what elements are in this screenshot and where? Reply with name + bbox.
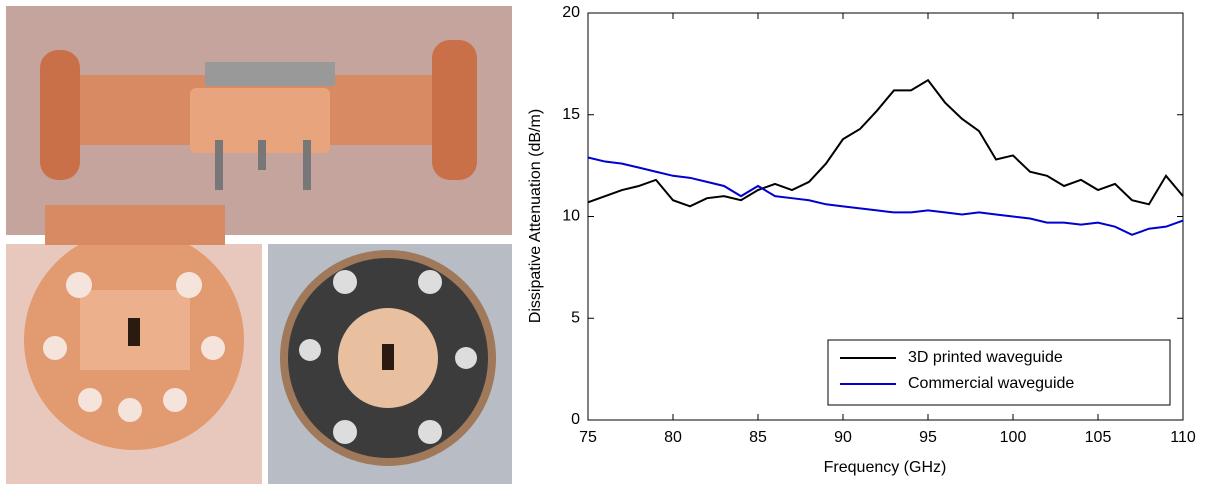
x-tick-label: 95 [919,429,937,446]
legend-box [827,339,1171,406]
x-tick-label: 90 [834,429,852,446]
y-axis-label: Dissipative Attenuation (dB/m) [527,109,544,323]
y-tick-label: 5 [571,309,580,326]
x-tick-label: 100 [1000,429,1027,446]
series-line [587,78,1184,208]
photo-bottom-left [6,205,262,484]
photo-bottom-right [268,244,512,484]
photo-top [6,6,512,235]
y-tick-label: 20 [562,4,580,21]
x-tick-label: 80 [664,429,682,446]
x-tick-label: 105 [1085,429,1112,446]
x-tick-label: 75 [579,429,597,446]
x-tick-label: 85 [749,429,767,446]
y-tick-label: 10 [562,208,580,225]
series-line [587,156,1184,236]
x-tick-label: 110 [1170,429,1196,446]
y-tick-label: 15 [562,106,580,123]
legend-label: 3D printed waveguide [908,349,1063,366]
x-axis-label: Frequency (GHz) [824,459,947,476]
legend-label: Commercial waveguide [908,375,1074,392]
y-tick-label: 0 [571,411,580,428]
